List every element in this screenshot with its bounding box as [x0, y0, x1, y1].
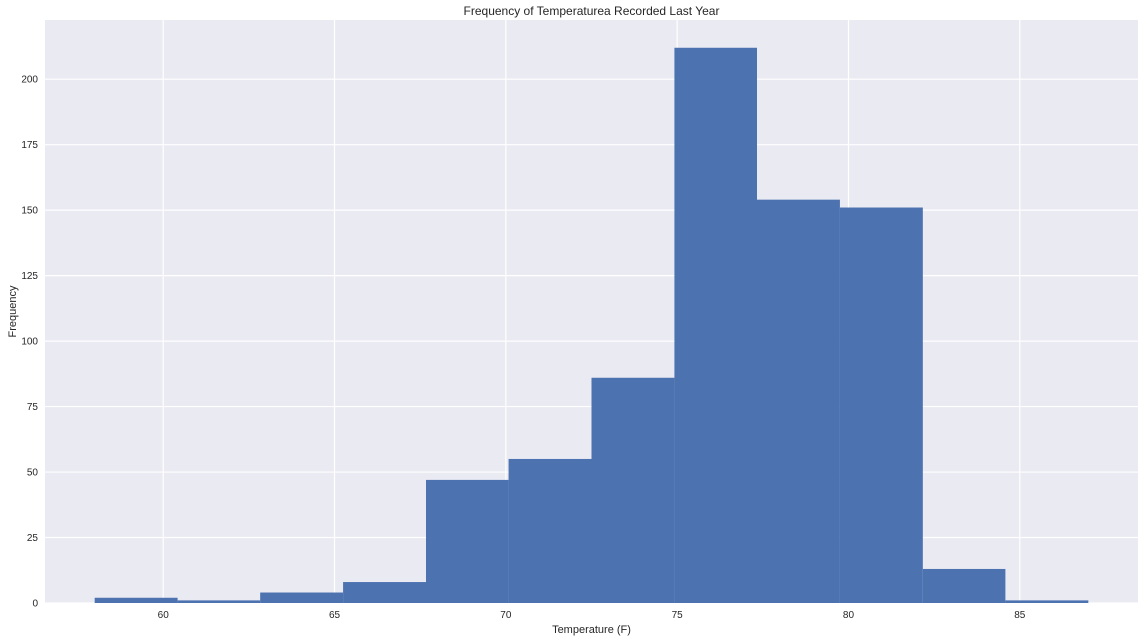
- x-tick-label: 75: [672, 610, 684, 621]
- chart-title: Frequency of Temperaturea Recorded Last …: [464, 4, 720, 18]
- y-axis-label: Frequency: [7, 285, 19, 337]
- histogram-bar: [343, 582, 427, 603]
- y-tick-label: 175: [21, 140, 38, 151]
- histogram-bar: [1005, 600, 1089, 603]
- y-tick-label: 125: [21, 271, 38, 282]
- x-tick-label: 80: [843, 610, 855, 621]
- y-tick-label: 0: [32, 599, 38, 610]
- y-tick-label: 75: [27, 402, 39, 413]
- x-tick-label: 65: [329, 610, 341, 621]
- y-tick-label: 200: [21, 75, 38, 86]
- y-tick-label: 100: [21, 337, 38, 348]
- histogram-bar: [922, 568, 1006, 603]
- x-tick-labels: 60 65 70 75 80 85: [158, 610, 1026, 621]
- histogram-bar: [591, 377, 675, 603]
- histogram-bar: [260, 592, 344, 603]
- bars: [94, 47, 1089, 604]
- y-tick-labels: 0 25 50 75 100 125 150 175 200: [21, 75, 38, 610]
- x-tick-label: 70: [500, 610, 512, 621]
- y-tick-label: 150: [21, 206, 38, 217]
- histogram-bar: [756, 199, 840, 603]
- histogram-bar: [426, 479, 509, 603]
- histogram-bar: [508, 458, 592, 603]
- histogram-bar: [94, 597, 178, 603]
- x-tick-label: 85: [1014, 610, 1026, 621]
- y-tick-label: 25: [27, 533, 39, 544]
- histogram-bar: [674, 47, 757, 604]
- histogram-bar: [177, 600, 261, 603]
- x-tick-label: 60: [158, 610, 170, 621]
- histogram-bar: [839, 207, 923, 603]
- y-tick-label: 50: [27, 468, 39, 479]
- x-axis-label: Temperature (F): [552, 624, 631, 636]
